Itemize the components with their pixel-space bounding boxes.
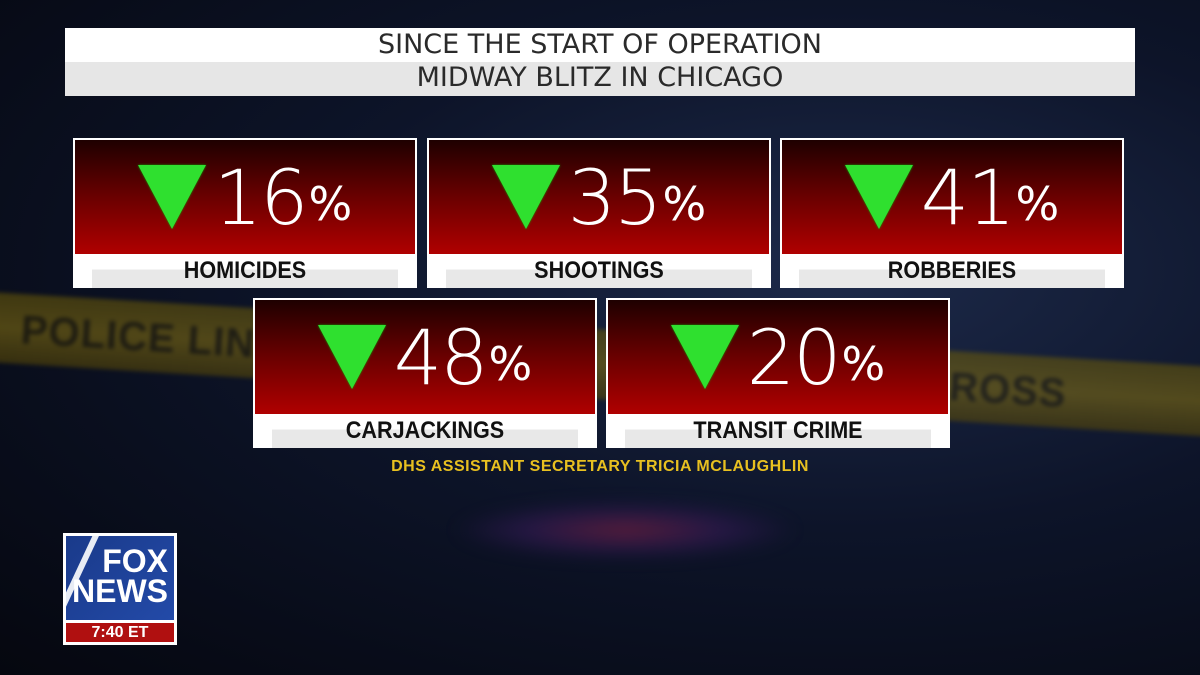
source-attribution: DHS ASSISTANT SECRETARY TRICIA MCLAUGHLI…: [391, 458, 809, 475]
headline-line-1: SINCE THE START OF OPERATION: [377, 29, 822, 60]
stat-card: 48% CARJACKINGS: [253, 298, 597, 448]
down-arrow-icon: [670, 325, 739, 389]
stat-card: 35% SHOOTINGS: [427, 138, 771, 288]
stat-label: HOMICIDES: [92, 254, 398, 288]
stat-label: CARJACKINGS: [272, 414, 578, 448]
stat-unit: %: [662, 177, 707, 231]
headline-banner: SINCE THE START OF OPERATION MIDWAY BLIT…: [65, 28, 1135, 96]
fox-news-logo: FOX NEWS 7:40 ET: [63, 533, 177, 645]
stat-card: 16% HOMICIDES: [73, 138, 417, 288]
stat-value: 41: [920, 152, 1016, 242]
stat-label: TRANSIT CRIME: [625, 414, 931, 448]
stat-unit: %: [308, 177, 353, 231]
stat-value: 35: [567, 152, 663, 242]
stat-value: 16: [213, 152, 309, 242]
broadcast-time: 7:40 ET: [66, 623, 174, 642]
down-arrow-icon: [844, 165, 913, 229]
stat-card: 20% TRANSIT CRIME: [606, 298, 950, 448]
stat-label: ROBBERIES: [799, 254, 1105, 288]
stat-unit: %: [488, 337, 533, 391]
headline-line-2: MIDWAY BLITZ IN CHICAGO: [416, 62, 784, 93]
stat-value: 20: [746, 312, 842, 402]
logo-text: NEWS: [72, 573, 168, 609]
tape-text: ROSS: [947, 364, 1068, 416]
down-arrow-icon: [137, 165, 206, 229]
background-lights: [450, 500, 800, 560]
stat-unit: %: [1015, 177, 1060, 231]
stat-unit: %: [841, 337, 886, 391]
stat-label: SHOOTINGS: [446, 254, 752, 288]
logo-text: FOX: [102, 543, 168, 579]
police-tape-background: POLICE LINE DO N ROSS: [0, 290, 1200, 440]
down-arrow-icon: [317, 325, 386, 389]
down-arrow-icon: [491, 165, 560, 229]
stat-card: 41% ROBBERIES: [780, 138, 1124, 288]
stat-value: 48: [393, 312, 489, 402]
